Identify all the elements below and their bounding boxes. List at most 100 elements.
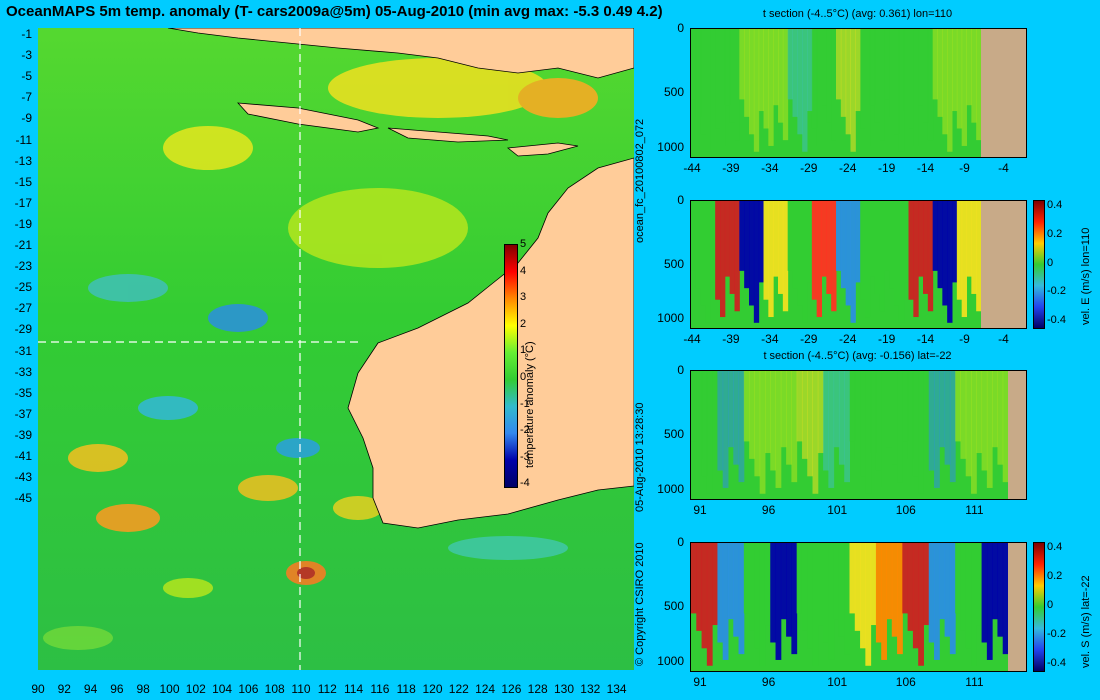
section-stripe: [759, 543, 766, 666]
section-stripe: [831, 29, 837, 141]
map-x-tick: 132: [580, 682, 601, 696]
section-stripe: [720, 29, 726, 146]
section-stripe: [961, 201, 967, 318]
t-section-lat-22-plot[interactable]: [690, 370, 1027, 500]
vel-s-section-lat-22-colorbar-label: vel. S (m/s) lat=-22: [1080, 575, 1092, 668]
vel-s-section-lat-22-colorbar: [1033, 542, 1045, 672]
section-stripe: [907, 371, 914, 459]
section-stripe: [844, 543, 850, 655]
t-section-lon110-title: t section (-4..5°C) (avg: 0.361) lon=110: [762, 8, 953, 20]
section-stripe: [744, 29, 750, 117]
vel-e-section-lon110-plot[interactable]: [690, 200, 1027, 329]
section-stripe: [860, 371, 866, 477]
section-stripe: [860, 29, 866, 129]
section-stripe: [696, 543, 703, 631]
section-stripe: [981, 543, 988, 643]
map-x-tick: 118: [396, 682, 416, 696]
section-stripe: [942, 29, 948, 135]
section-stripe: [782, 29, 789, 141]
section-stripe: [691, 201, 697, 271]
section-stripe: [913, 29, 919, 146]
section-stripe: [744, 201, 750, 289]
section-stripe: [928, 543, 935, 643]
section-stripe: [696, 371, 703, 459]
section-stripe: [787, 29, 793, 100]
section-stripe: [768, 29, 774, 146]
section-stripe: [749, 371, 755, 459]
section-stripe: [884, 201, 890, 271]
section-stripe: [695, 29, 702, 117]
map-x-tick: 104: [212, 682, 233, 696]
map-y-tick: -41: [14, 449, 32, 463]
map-colorbar-tick: 5: [520, 238, 527, 250]
map-x-tick: 98: [136, 682, 150, 696]
map-x-tick: 94: [83, 682, 98, 696]
section-stripe: [854, 371, 861, 459]
section-stripe: [753, 29, 760, 152]
section-stripe: [898, 29, 905, 152]
section-stripe: [939, 371, 946, 448]
section-stripe: [758, 201, 764, 283]
section-stripe: [889, 201, 895, 289]
section-stripe: [811, 201, 818, 300]
map-y-tick: -3: [21, 48, 32, 63]
section-stripe: [733, 543, 740, 637]
section-stripe: [802, 29, 808, 152]
section-stripe: [754, 371, 761, 477]
section-stripe: [722, 371, 729, 488]
section-stripe: [912, 543, 919, 649]
t-section-lon110-x-tick: -29: [800, 161, 818, 175]
section-stripe: [786, 371, 792, 465]
section-stripe: [797, 29, 803, 135]
run-id-label: ocean_fc_20100802_072: [634, 118, 646, 243]
section-stripe: [782, 201, 789, 312]
section-stripe: [821, 29, 827, 106]
section-land: [1008, 371, 1026, 499]
section-stripe: [717, 371, 724, 471]
vel-s-section-lat-22-plot[interactable]: [690, 542, 1027, 672]
section-stripe: [918, 29, 924, 106]
vel-s-section-lat-22-colorbar-tick: -0.4: [1047, 657, 1066, 669]
section-stripe: [966, 201, 972, 277]
t-section-lat-22-field: [691, 371, 1026, 499]
section-stripe: [712, 371, 718, 454]
map-x-tick: 106: [238, 682, 259, 696]
section-stripe: [807, 371, 814, 477]
section-stripe: [889, 29, 895, 117]
section-stripe: [902, 543, 909, 614]
section-stripe: [1002, 371, 1009, 483]
t-section-lon110-field: [691, 29, 1026, 157]
section-stripe: [855, 29, 861, 112]
temperature-anomaly-map[interactable]: 5 4 3 2 1 0 -1 -2 -3 -4 temperature anomaly (°C): [38, 28, 634, 670]
section-stripe: [976, 543, 983, 626]
section-stripe: [770, 543, 777, 643]
section-stripe: [758, 29, 764, 112]
section-stripe: [763, 201, 769, 300]
vel-e-section-lon110-x-tick: -9: [959, 332, 970, 346]
map-y-tick: -33: [14, 364, 32, 379]
map-x-tick: 122: [448, 682, 469, 696]
copyright-label: © Copyright CSIRO 2010: [634, 542, 646, 666]
section-stripe: [796, 371, 803, 442]
section-stripe: [949, 371, 956, 483]
section-stripe: [854, 543, 861, 631]
section-stripe: [840, 29, 847, 117]
section-land: [981, 201, 1026, 328]
section-stripe: [849, 543, 856, 614]
section-stripe: [881, 371, 887, 488]
section-stripe: [821, 201, 827, 277]
section-stripe: [838, 543, 845, 637]
vel-e-section-lon110-field: [691, 201, 1026, 328]
t-section-lon110-plot[interactable]: [690, 28, 1027, 158]
vel-e-section-lon110-x-tick: -29: [800, 332, 818, 346]
section-stripe: [812, 543, 819, 666]
section-stripe: [749, 201, 755, 306]
vel-e-section-lon110-y-tick: 0: [677, 193, 684, 207]
map-x-tick: 112: [317, 682, 337, 696]
section-stripe: [881, 543, 887, 660]
section-stripe: [923, 29, 929, 123]
map-y-tick: -37: [14, 406, 32, 421]
map-x-tick: 96: [110, 682, 124, 696]
t-section-lat-22-x-tick: 91: [693, 503, 707, 517]
section-land: [1008, 543, 1026, 671]
